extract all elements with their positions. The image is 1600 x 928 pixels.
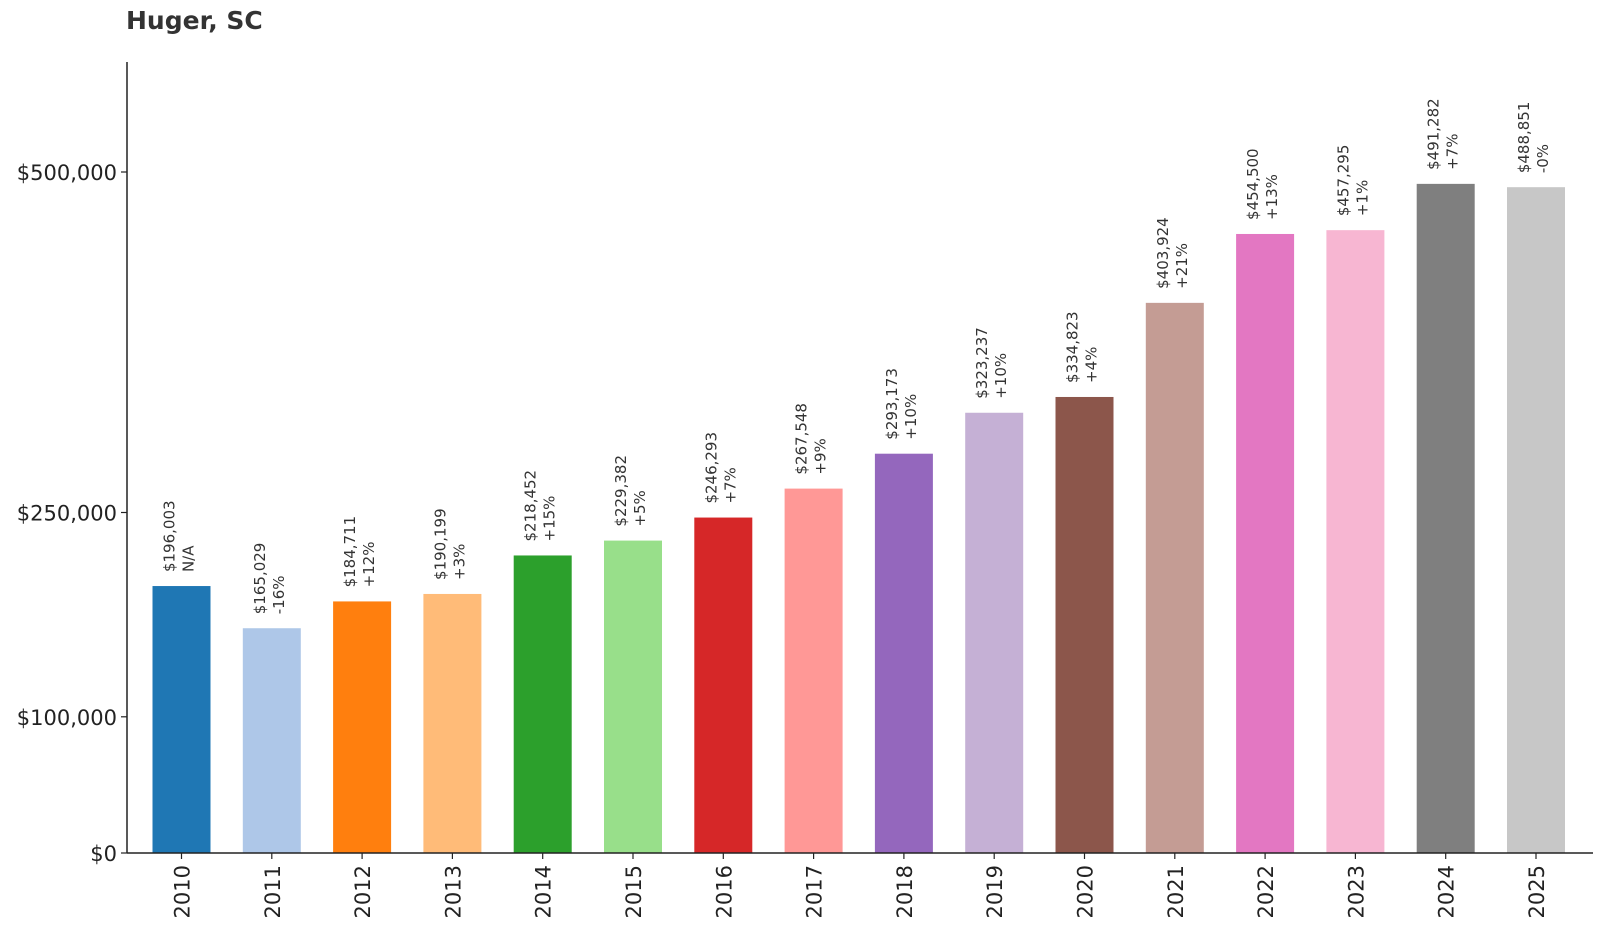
value-label-2018: $293,173 bbox=[883, 368, 901, 440]
x-tick-label-2024: 2024 bbox=[1435, 865, 1459, 918]
change-label-2021: +21% bbox=[1173, 243, 1191, 289]
bar-2011 bbox=[242, 628, 301, 853]
y-axis-ticks: $0 $100,000 $250,000 $500,000 bbox=[17, 161, 127, 866]
value-label-2021: $403,924 bbox=[1154, 217, 1172, 289]
value-label-2019: $323,237 bbox=[973, 327, 991, 399]
change-label-2011: -16% bbox=[270, 575, 288, 614]
bar-2013 bbox=[423, 593, 482, 853]
x-tick-label-2015: 2015 bbox=[622, 865, 646, 918]
change-label-2023: +1% bbox=[1353, 180, 1371, 216]
change-label-2015: +5% bbox=[631, 490, 649, 526]
x-tick-label-2017: 2017 bbox=[803, 865, 827, 918]
bar-2023 bbox=[1326, 230, 1385, 854]
bar-2012 bbox=[333, 601, 392, 853]
y-tick-label-0: $0 bbox=[90, 842, 117, 866]
change-label-2022: +13% bbox=[1263, 174, 1281, 220]
change-label-2010: N/A bbox=[180, 545, 198, 572]
change-label-2017: +9% bbox=[812, 438, 830, 474]
change-label-2013: +3% bbox=[450, 544, 468, 580]
bar-2020 bbox=[1055, 396, 1114, 853]
bar-2024 bbox=[1416, 183, 1475, 854]
x-axis-ticks: 2010 2011 2012 2013 2014 2015 2016 2017 2018 2019… bbox=[171, 853, 1549, 918]
bar-2016 bbox=[694, 517, 753, 853]
x-tick-label-2022: 2022 bbox=[1254, 865, 1278, 918]
bar-2019 bbox=[965, 412, 1024, 853]
bar-2022 bbox=[1236, 233, 1295, 853]
x-tick-label-2010: 2010 bbox=[171, 865, 195, 918]
x-tick-label-2012: 2012 bbox=[351, 865, 375, 918]
bar-2021 bbox=[1145, 302, 1204, 854]
chart-title: Huger, SC bbox=[126, 6, 263, 35]
bar-2010 bbox=[152, 586, 211, 853]
bar-2025 bbox=[1507, 187, 1565, 853]
change-label-2018: +10% bbox=[902, 394, 920, 440]
bar-2015 bbox=[604, 540, 662, 853]
value-label-2020: $334,823 bbox=[1064, 311, 1082, 383]
x-tick-label-2018: 2018 bbox=[893, 865, 917, 918]
value-label-2022: $454,500 bbox=[1244, 148, 1262, 220]
y-tick-label-250000: $250,000 bbox=[17, 502, 117, 526]
bars-group bbox=[152, 183, 1565, 854]
x-tick-label-2023: 2023 bbox=[1344, 865, 1368, 918]
x-tick-label-2016: 2016 bbox=[712, 865, 736, 918]
value-label-2015: $229,382 bbox=[612, 455, 630, 527]
y-tick-label-100000: $100,000 bbox=[17, 706, 117, 730]
bar-2014 bbox=[513, 555, 572, 853]
value-label-2016: $246,293 bbox=[702, 432, 720, 504]
x-tick-label-2013: 2013 bbox=[441, 865, 465, 918]
value-label-2023: $457,295 bbox=[1334, 145, 1352, 217]
bar-2018 bbox=[874, 453, 933, 853]
value-label-2012: $184,711 bbox=[341, 516, 359, 588]
x-tick-label-2025: 2025 bbox=[1525, 865, 1549, 918]
value-label-2011: $165,029 bbox=[251, 543, 269, 615]
change-label-2016: +7% bbox=[721, 467, 739, 503]
value-label-2013: $190,199 bbox=[431, 508, 449, 580]
change-label-2024: +7% bbox=[1444, 133, 1462, 169]
value-label-2010: $196,003 bbox=[161, 500, 179, 572]
change-label-2014: +15% bbox=[541, 496, 559, 542]
x-tick-label-2019: 2019 bbox=[983, 865, 1007, 918]
change-label-2012: +12% bbox=[360, 542, 378, 588]
x-tick-label-2020: 2020 bbox=[1074, 865, 1098, 918]
value-label-2025: $488,851 bbox=[1515, 102, 1533, 174]
x-tick-label-2014: 2014 bbox=[532, 865, 556, 918]
value-label-2017: $267,548 bbox=[793, 403, 811, 475]
y-tick-label-500000: $500,000 bbox=[17, 161, 117, 185]
x-tick-label-2021: 2021 bbox=[1164, 865, 1188, 918]
value-label-2024: $491,282 bbox=[1425, 98, 1443, 170]
change-label-2019: +10% bbox=[992, 353, 1010, 399]
x-tick-label-2011: 2011 bbox=[261, 865, 285, 918]
change-label-2020: +4% bbox=[1083, 347, 1101, 383]
bar-2017 bbox=[784, 488, 843, 853]
data-labels-group: $196,003 N/A $165,029 -16% $184,711 +12% $190,… bbox=[161, 98, 1553, 614]
value-label-2014: $218,452 bbox=[522, 470, 540, 542]
change-label-2025: -0% bbox=[1534, 144, 1552, 173]
